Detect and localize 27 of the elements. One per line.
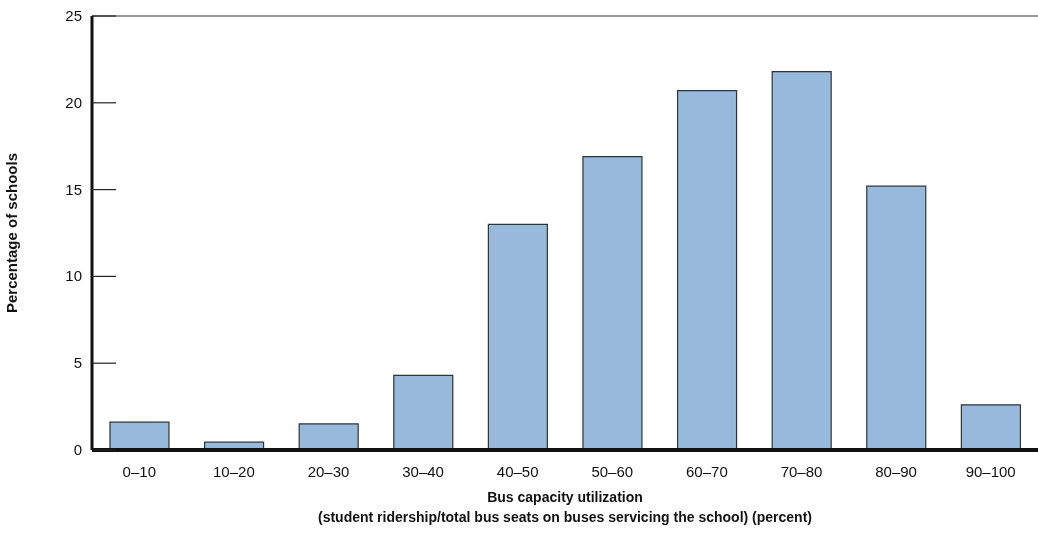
x-tick-label: 60–70	[686, 462, 728, 480]
x-tick-label: 90–100	[965, 462, 1016, 480]
bar	[487, 223, 548, 450]
x-tick-label: 20–30	[307, 462, 350, 480]
y-tick-label: 5	[73, 354, 82, 372]
x-tick-label: 80–90	[875, 462, 917, 480]
bar	[109, 421, 170, 450]
x-tick-label: 50–60	[591, 462, 634, 480]
x-tick-label: 70–80	[780, 462, 823, 480]
bar	[866, 185, 927, 450]
bar	[298, 423, 359, 450]
y-tick-label: 15	[65, 180, 82, 198]
y-tick-label: 0	[73, 441, 82, 458]
y-axis-title: Percentage of schools	[3, 152, 21, 314]
x-tick-label: 40–50	[496, 462, 539, 480]
y-tick-label: 25	[65, 7, 82, 24]
x-axis-title: Bus capacity utilization (student ridership/total bus seats on buses servicing the school) (percent)	[318, 489, 812, 525]
bar	[676, 90, 738, 450]
bar	[960, 404, 1021, 450]
bar	[582, 156, 643, 450]
y-tick-label: 20	[65, 93, 82, 111]
y-tick-label: 10	[65, 267, 82, 285]
bar	[393, 374, 454, 450]
x-tick-label: 0–10	[122, 462, 156, 480]
bar	[771, 70, 832, 450]
x-tick-label: 10–20	[213, 462, 255, 480]
x-tick-label: 30–40	[402, 462, 444, 480]
